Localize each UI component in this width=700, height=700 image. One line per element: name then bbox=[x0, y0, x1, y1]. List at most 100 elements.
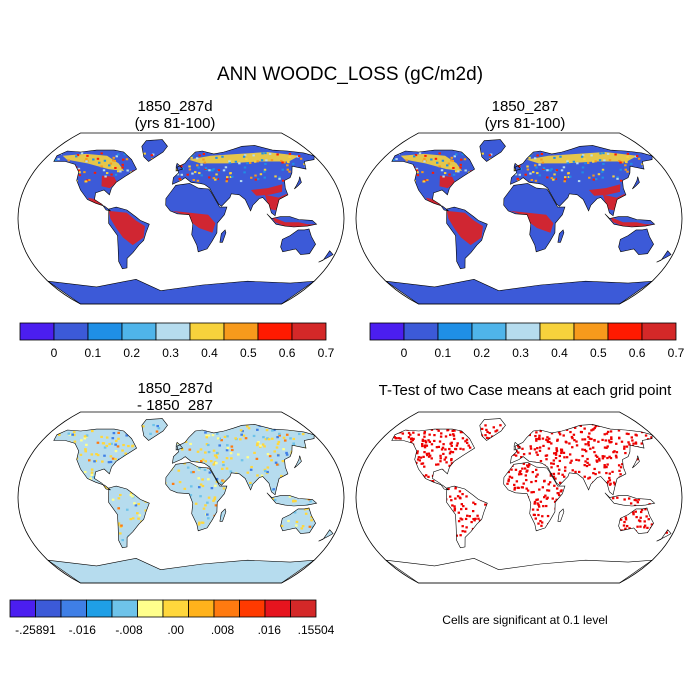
grid-cell bbox=[259, 444, 262, 447]
significant-cell bbox=[442, 443, 445, 446]
grid-cell bbox=[117, 153, 120, 156]
grid-cell bbox=[247, 427, 251, 430]
significant-cell bbox=[487, 437, 491, 440]
significant-cell bbox=[462, 505, 465, 508]
significant-cell bbox=[423, 435, 426, 438]
grid-cell bbox=[204, 504, 207, 507]
grid-cell bbox=[624, 160, 628, 163]
grid-cell bbox=[299, 157, 303, 160]
grid-cell bbox=[564, 178, 567, 181]
significant-cell bbox=[536, 508, 539, 511]
significant-cell bbox=[445, 461, 448, 464]
significant-cell bbox=[536, 473, 539, 476]
significant-cell bbox=[538, 434, 541, 437]
grid-cell bbox=[452, 173, 456, 176]
grid-cell bbox=[122, 443, 125, 447]
significant-cell bbox=[534, 468, 538, 471]
grid-cell bbox=[231, 175, 234, 178]
grid-cell bbox=[281, 179, 285, 182]
grid-cell bbox=[189, 442, 192, 446]
grid-cell bbox=[423, 160, 426, 163]
grid-cell bbox=[270, 159, 274, 162]
grid-cell bbox=[282, 436, 286, 439]
grid-cell bbox=[96, 157, 100, 160]
grid-cell bbox=[213, 498, 216, 501]
grid-cell bbox=[100, 435, 103, 439]
grid-cell bbox=[546, 176, 549, 179]
grid-cell bbox=[431, 171, 435, 174]
colorbar-label: 0.1 bbox=[435, 346, 452, 360]
significant-cell bbox=[468, 446, 472, 449]
grid-cell bbox=[129, 493, 133, 497]
grid-cell bbox=[577, 180, 581, 183]
grid-cell bbox=[297, 155, 301, 158]
grid-cell bbox=[300, 527, 304, 530]
grid-cell bbox=[104, 175, 107, 178]
grid-cell bbox=[416, 171, 419, 174]
significant-cell bbox=[570, 435, 574, 439]
grid-cell bbox=[536, 154, 539, 157]
significant-cell bbox=[534, 434, 537, 438]
significant-cell bbox=[448, 452, 452, 455]
significant-cell bbox=[517, 486, 520, 489]
grid-cell bbox=[117, 497, 121, 500]
significant-cell bbox=[564, 440, 568, 443]
significant-cell bbox=[525, 478, 528, 482]
grid-cell bbox=[540, 153, 544, 156]
grid-cell bbox=[112, 156, 115, 159]
grid-cell bbox=[221, 479, 224, 482]
significant-cell bbox=[583, 427, 586, 430]
significant-cell bbox=[510, 476, 514, 479]
grid-cell bbox=[438, 152, 441, 155]
grid-cell bbox=[241, 430, 244, 433]
grid-cell bbox=[581, 154, 585, 157]
grid-cell bbox=[440, 169, 444, 172]
grid-cell bbox=[630, 162, 633, 165]
significant-cell bbox=[650, 436, 653, 439]
significant-cell bbox=[610, 440, 613, 444]
grid-cell bbox=[107, 461, 111, 464]
significant-cell bbox=[530, 480, 533, 484]
grid-cell bbox=[256, 428, 259, 431]
significant-cell bbox=[399, 437, 402, 440]
grid-cell bbox=[261, 443, 265, 446]
colorbar-swatch bbox=[35, 599, 62, 618]
significant-cell bbox=[568, 453, 572, 456]
grid-cell bbox=[270, 437, 274, 440]
significant-cell bbox=[424, 444, 427, 447]
significant-cell bbox=[453, 437, 456, 441]
significant-cell bbox=[555, 498, 558, 501]
significant-cell bbox=[454, 497, 457, 500]
grid-cell bbox=[207, 434, 211, 437]
significant-cell bbox=[577, 470, 581, 474]
significant-cell bbox=[460, 518, 464, 521]
significant-cell bbox=[442, 452, 445, 456]
significant-cell bbox=[467, 444, 470, 447]
significant-cell bbox=[461, 525, 464, 528]
grid-cell bbox=[71, 433, 74, 436]
significant-cell bbox=[598, 459, 601, 462]
significant-cell bbox=[615, 456, 618, 459]
grid-cell bbox=[581, 171, 584, 174]
colorbar-swatch bbox=[403, 322, 439, 341]
significant-cell bbox=[468, 515, 471, 518]
grid-cell bbox=[197, 523, 201, 526]
grid-cell bbox=[205, 436, 209, 439]
significant-cell bbox=[623, 498, 626, 501]
significant-cell bbox=[636, 525, 639, 528]
land-antarctica bbox=[47, 558, 315, 583]
significant-cell bbox=[628, 443, 631, 446]
significant-cell bbox=[650, 523, 654, 526]
grid-cell bbox=[204, 167, 208, 170]
significant-cell bbox=[439, 457, 442, 460]
grid-cell bbox=[464, 169, 467, 172]
grid-cell bbox=[114, 449, 118, 453]
grid-cell bbox=[447, 162, 451, 165]
significant-cell bbox=[453, 429, 456, 432]
field-eastUS bbox=[439, 175, 455, 189]
grid-cell bbox=[553, 173, 556, 176]
grid-cell bbox=[207, 450, 211, 454]
significant-cell bbox=[464, 517, 468, 521]
significant-cell bbox=[560, 450, 564, 453]
grid-cell bbox=[178, 481, 182, 484]
